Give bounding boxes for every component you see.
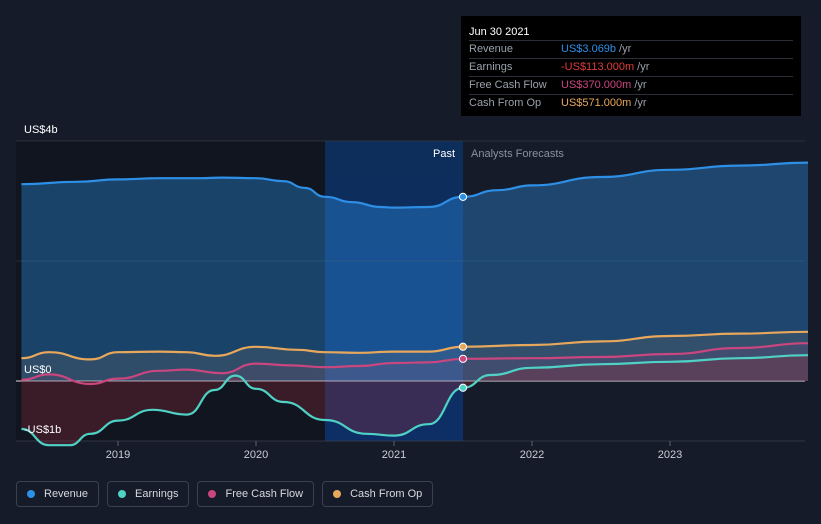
legend-label: Cash From Op	[350, 488, 423, 500]
x-tick-label: 2020	[244, 449, 268, 461]
legend-item-earnings[interactable]: Earnings	[107, 481, 190, 507]
earnings-line	[21, 354, 809, 447]
chart-grid	[16, 140, 805, 446]
cash-from-op-dot-icon	[333, 490, 342, 498]
free-cash-flow-dot-icon	[208, 490, 217, 498]
past-label: Past	[433, 148, 455, 160]
chart-lines	[21, 161, 809, 447]
free-cash-flow-line	[21, 342, 809, 386]
tooltip-date: Jun 30 2021	[469, 24, 793, 41]
y-label-bottom: -US$1b	[24, 424, 61, 436]
earnings-area	[21, 355, 808, 446]
x-tick-label: 2019	[106, 449, 130, 461]
legend-label: Free Cash Flow	[225, 488, 304, 500]
tooltip-row-free-cash-flow: Free Cash Flow US$370.000m /yr	[469, 77, 793, 95]
revenue-area	[21, 162, 808, 381]
cash-from-op-area	[21, 331, 808, 381]
tooltip-unit: /yr	[637, 61, 650, 73]
chart-legend: Revenue Earnings Free Cash Flow Cash Fro…	[16, 481, 434, 507]
y-label-zero: US$0	[24, 364, 52, 376]
data-tooltip: Jun 30 2021 Revenue US$3.069b /yr Earnin…	[461, 16, 801, 116]
tooltip-label: Free Cash Flow	[469, 79, 547, 91]
legend-label: Revenue	[44, 488, 89, 500]
x-tick-label: 2023	[658, 449, 682, 461]
free-cash-flow-marker	[458, 354, 468, 363]
tooltip-row-cash-from-op: Cash From Op US$571.000m /yr	[469, 95, 793, 112]
earnings-dot-icon	[118, 490, 127, 498]
x-tick-label: 2022	[520, 449, 544, 461]
x-tick-label: 2021	[382, 449, 406, 461]
tooltip-row-earnings: Earnings -US$113.000m /yr	[469, 59, 793, 77]
revenue-dot-icon	[27, 490, 35, 498]
tooltip-unit: /yr	[634, 79, 647, 91]
legend-item-cash-from-op[interactable]: Cash From Op	[322, 481, 434, 507]
tooltip-value: -US$113.000m	[561, 61, 635, 73]
earnings-marker	[458, 383, 468, 392]
cash-from-op-line	[21, 330, 809, 361]
legend-item-free-cash-flow[interactable]: Free Cash Flow	[197, 481, 315, 507]
chart-markers	[458, 192, 468, 392]
tooltip-row-revenue: Revenue US$3.069b /yr	[469, 41, 793, 59]
revenue-line	[21, 161, 809, 209]
chart-background	[16, 141, 463, 441]
tooltip-label: Earnings	[469, 61, 513, 73]
tooltip-value: US$3.069b	[561, 43, 617, 55]
legend-item-revenue[interactable]: Revenue	[16, 481, 100, 507]
tooltip-label: Revenue	[469, 43, 514, 55]
legend-label: Earnings	[135, 488, 179, 500]
chart-labels: 2019 2020 2021 2022 2023 US$4b US$0 -US$1b Past A…	[24, 124, 682, 461]
highlight-region	[325, 141, 463, 441]
tooltip-value: US$370.000m	[561, 79, 632, 91]
tooltip-value: US$571.000m	[561, 97, 632, 109]
forecast-label: Analysts Forecasts	[471, 148, 564, 160]
tooltip-unit: /yr	[634, 97, 647, 109]
y-label-top: US$4b	[24, 124, 58, 136]
tooltip-unit: /yr	[619, 43, 632, 55]
cash-from-op-marker	[458, 342, 468, 351]
revenue-marker	[458, 192, 468, 201]
tooltip-label: Cash From Op	[469, 97, 542, 109]
